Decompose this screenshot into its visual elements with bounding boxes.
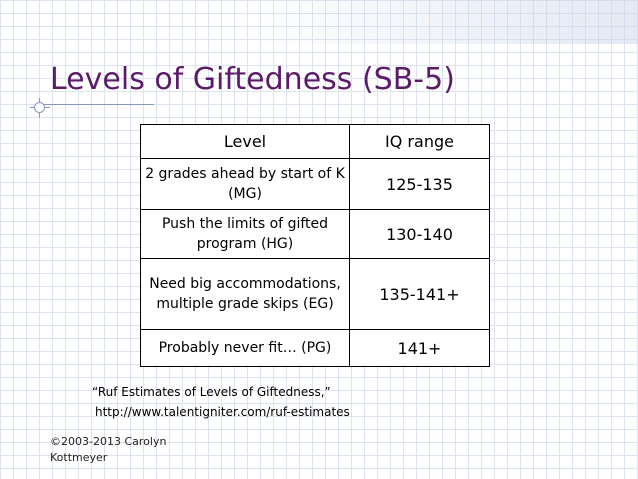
level-cell: 2 grades ahead by start of K (MG)	[140, 158, 350, 210]
citation: “Ruf Estimates of Levels of Giftedness,”…	[92, 382, 350, 422]
level-cell: Push the limits of gifted program (HG)	[140, 209, 350, 259]
level-cell: Need big accommodations, multiple grade …	[140, 258, 350, 330]
header-level: Level	[140, 124, 350, 159]
title-underline	[36, 104, 154, 105]
table-header-row: Level IQ range	[140, 124, 490, 159]
iq-range-cell: 125-135	[349, 158, 490, 210]
citation-title: “Ruf Estimates of Levels of Giftedness,”	[92, 385, 331, 399]
table-row: Push the limits of gifted program (HG) 1…	[140, 209, 490, 259]
table-row: Probably never fit… (PG) 141+	[140, 329, 490, 367]
table-row: 2 grades ahead by start of K (MG) 125-13…	[140, 158, 490, 210]
iq-range-cell: 135-141+	[349, 258, 490, 330]
citation-url[interactable]: http://www.talentigniter.com/ruf-estimat…	[95, 405, 350, 419]
header-decoration	[236, 0, 638, 44]
iq-range-cell: 141+	[349, 329, 490, 367]
slide-title: Levels of Giftedness (SB-5)	[50, 62, 455, 97]
giftedness-levels-table: Level IQ range 2 grades ahead by start o…	[140, 124, 490, 367]
table-row: Need big accommodations, multiple grade …	[140, 258, 490, 330]
header-iq-range: IQ range	[349, 124, 490, 159]
level-cell: Probably never fit… (PG)	[140, 329, 350, 367]
iq-range-cell: 130-140	[349, 209, 490, 259]
copyright-notice: ©2003-2013 Carolyn Kottmeyer	[50, 435, 167, 464]
crosshair-ornament-icon	[30, 98, 50, 118]
